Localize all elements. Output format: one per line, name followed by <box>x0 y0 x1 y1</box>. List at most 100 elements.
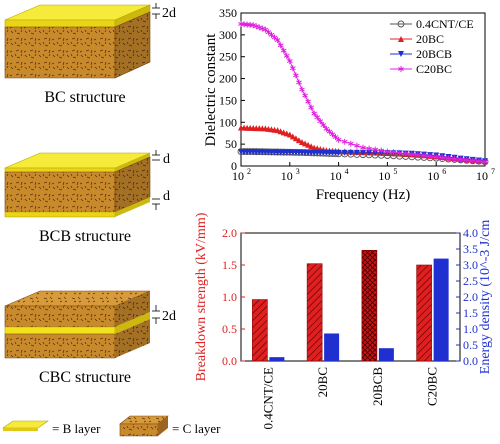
line-y-tick-label: 50 <box>225 137 237 151</box>
bar-right-tick-label: 3.5 <box>463 242 478 256</box>
line-legend-marker <box>398 36 404 42</box>
bcb-bottom-thickness-mark: d <box>163 189 170 204</box>
line-point <box>253 23 260 30</box>
line-point <box>354 142 360 149</box>
bar-right-tick-label: 3.0 <box>463 258 478 272</box>
energy-bar <box>269 357 285 361</box>
line-point <box>308 104 315 111</box>
cbc-thickness-mark: 2d <box>162 309 176 324</box>
line-point <box>323 125 330 132</box>
bar-right-tick-label: 0.0 <box>463 354 478 368</box>
line-point <box>305 98 311 105</box>
line-x-tick-exponent: 5 <box>393 167 397 176</box>
line-point <box>408 151 415 158</box>
bar-left-tick-label: 2.0 <box>222 226 237 240</box>
line-series-3 <box>238 20 488 165</box>
line-legend-marker <box>397 20 405 28</box>
line-point <box>305 141 312 148</box>
bar-category-label: C20BC <box>425 367 440 406</box>
line-x-tick-exponent: 6 <box>442 167 446 176</box>
line-point <box>268 31 275 38</box>
line-y-tick-label: 100 <box>219 115 237 129</box>
line-point <box>451 155 458 162</box>
line-point <box>378 147 385 154</box>
bcb-structure: d d BCB structure <box>4 150 170 245</box>
bar-category-label: 20BC <box>315 367 330 397</box>
line-point <box>341 138 348 145</box>
line-point <box>347 149 354 156</box>
line-point <box>360 149 367 156</box>
line-point <box>274 37 281 44</box>
line-point <box>293 72 299 79</box>
line-point <box>415 151 421 158</box>
line-point <box>476 158 482 165</box>
line-x-tick-exponent: 4 <box>345 167 349 176</box>
line-point <box>256 24 263 31</box>
line-point <box>360 144 366 151</box>
line-legend-marker <box>398 66 404 72</box>
bar-category-label: 0.4CNT/CE <box>260 367 275 430</box>
line-x-tick-exponent: 2 <box>247 167 251 176</box>
line-point <box>277 42 284 49</box>
line-legend-label: C20BC <box>416 62 452 76</box>
line-point <box>390 149 397 156</box>
bar-right-tick-label: 4.0 <box>463 226 478 240</box>
line-point <box>311 110 318 117</box>
line-point <box>347 140 354 147</box>
line-point <box>482 158 488 165</box>
bar-right-tick-label: 0.5 <box>463 338 478 352</box>
line-x-tick-label: 10 <box>232 169 244 183</box>
line-point <box>280 47 287 54</box>
energy-bar <box>378 348 394 361</box>
line-point <box>286 131 293 138</box>
bcb-caption: BCB structure <box>39 228 131 245</box>
bc-thickness-mark: 2d <box>162 6 176 21</box>
cbc-caption: CBC structure <box>39 369 131 386</box>
line-point <box>384 148 391 155</box>
line-point <box>463 156 470 163</box>
line-point <box>302 92 308 99</box>
line-x-tick-exponent: 3 <box>296 167 300 176</box>
line-x-tick-label: 10 <box>281 169 293 183</box>
breakdown-bar <box>361 249 378 362</box>
line-point <box>259 25 266 32</box>
line-point <box>353 149 360 156</box>
line-point <box>298 138 305 145</box>
bar-right-tick-label: 1.0 <box>463 322 478 336</box>
line-point <box>445 155 452 162</box>
line-legend-label: 0.4CNT/CE <box>416 17 474 31</box>
line-point <box>283 52 290 59</box>
line-point <box>439 154 446 161</box>
line-point <box>421 152 427 159</box>
line-y-tick-label: 300 <box>219 28 237 42</box>
line-x-axis-label: Frequency (Hz) <box>316 187 411 203</box>
line-point <box>265 29 272 36</box>
breakdown-bar <box>252 299 268 362</box>
line-point <box>262 26 269 33</box>
bc-caption: BC structure <box>44 89 125 106</box>
line-point <box>332 134 339 141</box>
line-y-tick-label: 200 <box>219 72 237 86</box>
b-layer-swatch <box>2 420 49 429</box>
line-point <box>314 114 321 121</box>
bar-right-axis-label: Energy density (10^-3 J/cm <box>478 220 493 375</box>
bar-category-label: 20BCB <box>370 367 385 406</box>
cbc-structure: 2d CBC structure <box>4 290 176 386</box>
line-point <box>271 34 278 41</box>
line-point <box>366 149 373 156</box>
bar-left-tick-label: 0.0 <box>222 354 237 368</box>
line-point <box>341 149 348 156</box>
b-layer-label: = B layer <box>52 421 101 436</box>
energy-bar <box>433 258 449 361</box>
line-legend-label: 20BCB <box>416 47 452 61</box>
bar-left-tick-label: 1.0 <box>222 290 237 304</box>
line-point <box>457 156 464 163</box>
line-point <box>302 140 309 147</box>
line-point <box>250 22 257 29</box>
breakdown-bar-chart: 0.0 0.5 1.0 1.5 2.0 0.0 0.5 1.0 1.5 2.0 2.5 3.0 3.5 4… <box>194 212 493 429</box>
line-series-path <box>240 23 486 163</box>
bar-left-axis-label: Breakdown strength (kV/mm) <box>194 212 209 381</box>
